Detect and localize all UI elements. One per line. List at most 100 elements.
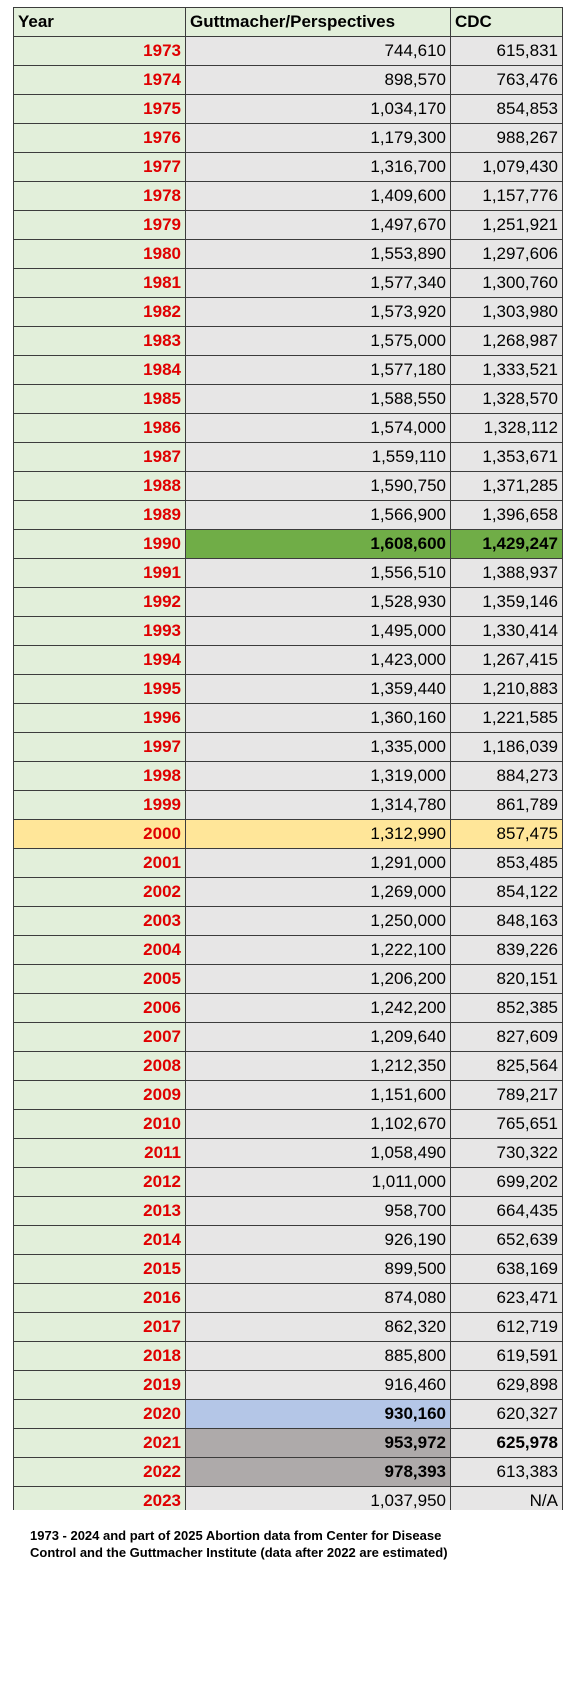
table-row: 1996 1,360,160 1,221,585 (13, 703, 563, 733)
table-row: 1998 1,319,000 884,273 (13, 761, 563, 791)
guttmacher-cell: 978,393 (185, 1457, 451, 1487)
year-cell: 1991 (13, 558, 186, 588)
table-row: 1991 1,556,510 1,388,937 (13, 558, 563, 588)
year-cell: 2011 (13, 1138, 186, 1168)
year-cell: 1997 (13, 732, 186, 762)
guttmacher-cell: 1,011,000 (185, 1167, 451, 1197)
guttmacher-cell: 1,574,000 (185, 413, 451, 443)
guttmacher-cell: 862,320 (185, 1312, 451, 1342)
table-row: 2000 1,312,990 857,475 (13, 819, 563, 849)
table-row: 2020 930,160 620,327 (13, 1399, 563, 1429)
year-cell: 1987 (13, 442, 186, 472)
cdc-cell: 623,471 (450, 1283, 563, 1313)
year-cell: 2001 (13, 848, 186, 878)
year-cell: 1976 (13, 123, 186, 153)
year-cell: 1994 (13, 645, 186, 675)
cdc-cell: 857,475 (450, 819, 563, 849)
cdc-cell: 1,429,247 (450, 529, 563, 559)
cdc-cell: 854,853 (450, 94, 563, 124)
cdc-cell: 827,609 (450, 1022, 563, 1052)
year-cell: 2003 (13, 906, 186, 936)
guttmacher-cell: 953,972 (185, 1428, 451, 1458)
year-cell: 2007 (13, 1022, 186, 1052)
year-cell: 2002 (13, 877, 186, 907)
guttmacher-cell: 1,212,350 (185, 1051, 451, 1081)
cdc-cell: 613,383 (450, 1457, 563, 1487)
guttmacher-cell: 885,800 (185, 1341, 451, 1371)
guttmacher-cell: 1,291,000 (185, 848, 451, 878)
year-cell: 2016 (13, 1283, 186, 1313)
guttmacher-cell: 898,570 (185, 65, 451, 95)
cdc-cell: 789,217 (450, 1080, 563, 1110)
guttmacher-cell: 1,102,670 (185, 1109, 451, 1139)
year-cell: 1974 (13, 65, 186, 95)
guttmacher-cell: 1,242,200 (185, 993, 451, 1023)
cdc-cell: 1,359,146 (450, 587, 563, 617)
table-row: 2003 1,250,000 848,163 (13, 906, 563, 936)
guttmacher-cell: 1,577,340 (185, 268, 451, 298)
guttmacher-cell: 1,566,900 (185, 500, 451, 530)
cdc-cell: 1,079,430 (450, 152, 563, 182)
cdc-cell: 765,651 (450, 1109, 563, 1139)
table-row: 1994 1,423,000 1,267,415 (13, 645, 563, 675)
cdc-cell: 1,330,414 (450, 616, 563, 646)
year-cell: 2004 (13, 935, 186, 965)
year-cell: 2012 (13, 1167, 186, 1197)
guttmacher-cell: 930,160 (185, 1399, 451, 1429)
guttmacher-cell: 1,409,600 (185, 181, 451, 211)
table-row: 2001 1,291,000 853,485 (13, 848, 563, 878)
table-row: 2002 1,269,000 854,122 (13, 877, 563, 907)
guttmacher-cell: 1,034,170 (185, 94, 451, 124)
cdc-cell: 1,267,415 (450, 645, 563, 675)
year-cell: 1988 (13, 471, 186, 501)
cdc-cell: 854,122 (450, 877, 563, 907)
guttmacher-cell: 1,528,930 (185, 587, 451, 617)
table-row: 1982 1,573,920 1,303,980 (13, 297, 563, 327)
table-row: 1987 1,559,110 1,353,671 (13, 442, 563, 472)
table-row: 2017 862,320 612,719 (13, 1312, 563, 1342)
table-row: 2018 885,800 619,591 (13, 1341, 563, 1371)
table-row: 1985 1,588,550 1,328,570 (13, 384, 563, 414)
guttmacher-cell: 1,497,670 (185, 210, 451, 240)
year-cell: 2015 (13, 1254, 186, 1284)
table-row: 2004 1,222,100 839,226 (13, 935, 563, 965)
table-row: 1980 1,553,890 1,297,606 (13, 239, 563, 269)
table-row: 2011 1,058,490 730,322 (13, 1138, 563, 1168)
year-cell: 1979 (13, 210, 186, 240)
year-cell: 1975 (13, 94, 186, 124)
footer-line-1: 1973 - 2024 and part of 2025 Abortion da… (30, 1528, 442, 1543)
year-cell: 1985 (13, 384, 186, 414)
cdc-cell: 839,226 (450, 935, 563, 965)
year-cell: 2010 (13, 1109, 186, 1139)
cdc-cell: 652,639 (450, 1225, 563, 1255)
cdc-cell: 1,186,039 (450, 732, 563, 762)
header-row: Year Guttmacher/Perspectives CDC (13, 7, 563, 37)
guttmacher-cell: 874,080 (185, 1283, 451, 1313)
table-row: 2012 1,011,000 699,202 (13, 1167, 563, 1197)
table-row: 1989 1,566,900 1,396,658 (13, 500, 563, 530)
guttmacher-cell: 926,190 (185, 1225, 451, 1255)
year-cell: 1989 (13, 500, 186, 530)
table-row: 1983 1,575,000 1,268,987 (13, 326, 563, 356)
year-cell: 1983 (13, 326, 186, 356)
cdc-cell: 852,385 (450, 993, 563, 1023)
table-row: 1984 1,577,180 1,333,521 (13, 355, 563, 385)
table-row: 2014 926,190 652,639 (13, 1225, 563, 1255)
guttmacher-cell: 1,577,180 (185, 355, 451, 385)
cdc-cell: 1,371,285 (450, 471, 563, 501)
year-cell: 2018 (13, 1341, 186, 1371)
year-cell: 2013 (13, 1196, 186, 1226)
table-row: 1975 1,034,170 854,853 (13, 94, 563, 124)
guttmacher-cell: 1,250,000 (185, 906, 451, 936)
year-cell: 1986 (13, 413, 186, 443)
cdc-cell: 1,303,980 (450, 297, 563, 327)
year-cell: 2017 (13, 1312, 186, 1342)
guttmacher-cell: 1,314,780 (185, 790, 451, 820)
cdc-cell: 699,202 (450, 1167, 563, 1197)
cdc-cell: 625,978 (450, 1428, 563, 1458)
guttmacher-cell: 1,588,550 (185, 384, 451, 414)
cdc-cell: 1,300,760 (450, 268, 563, 298)
year-cell: 2022 (13, 1457, 186, 1487)
table-row: 1988 1,590,750 1,371,285 (13, 471, 563, 501)
